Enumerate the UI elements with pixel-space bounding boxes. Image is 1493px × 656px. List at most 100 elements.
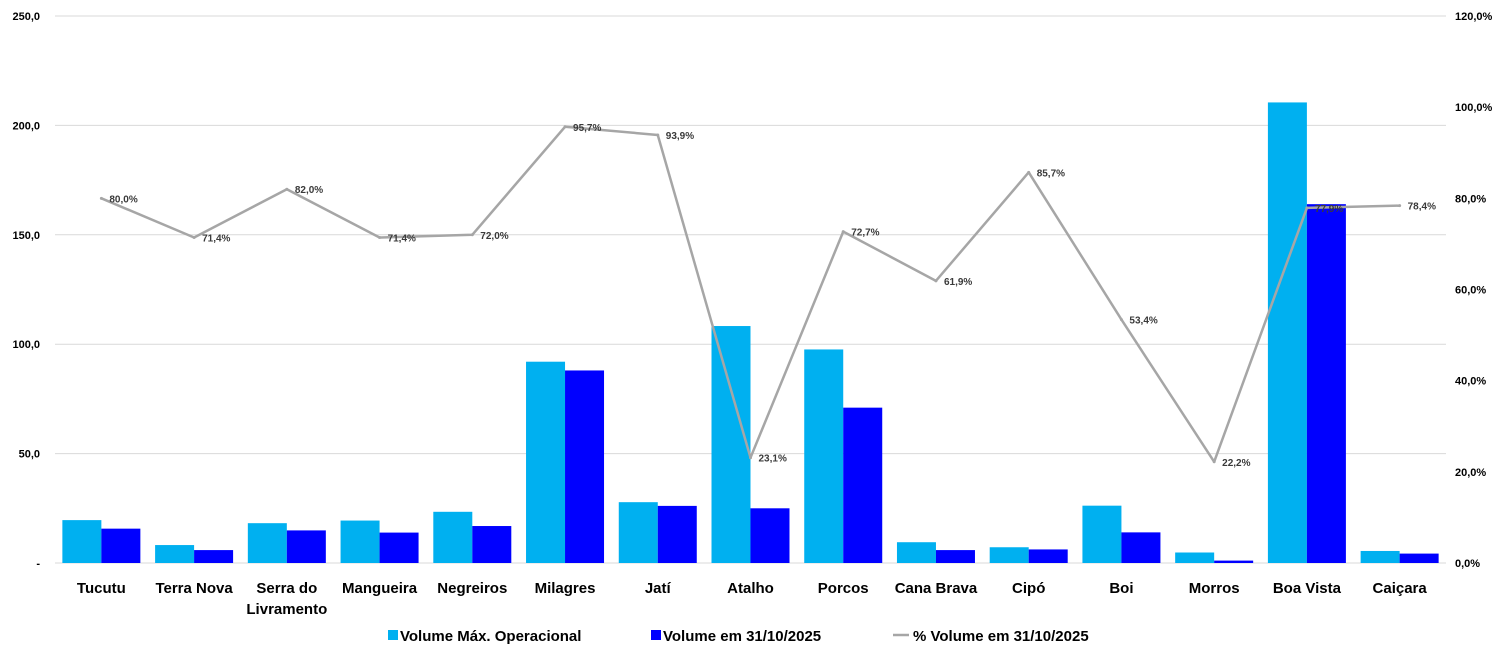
percent-data-label: 77,9% bbox=[1315, 204, 1343, 215]
bar-max-volume bbox=[1267, 102, 1307, 564]
percent-data-label: 82,0% bbox=[295, 185, 323, 196]
percent-data-label: 22,2% bbox=[1222, 458, 1250, 469]
category-label: Milagres bbox=[535, 580, 596, 597]
bar-max-volume bbox=[1082, 505, 1122, 563]
bar-current-volume bbox=[286, 530, 326, 563]
bar-max-volume bbox=[155, 545, 195, 563]
legend-label: Volume Máx. Operacional bbox=[400, 628, 581, 645]
percent-data-label: 95,7% bbox=[573, 123, 601, 134]
category-label: Terra Nova bbox=[155, 580, 233, 597]
category-label: Boi bbox=[1109, 580, 1133, 597]
right-tick-label: 40,0% bbox=[1455, 376, 1486, 388]
percent-point bbox=[841, 230, 845, 234]
left-axis: - 50,0 100,0 150,0 200,0 250,0 bbox=[12, 11, 40, 570]
legend: Volume Máx. Operacional Volume em 31/10/2… bbox=[388, 628, 1089, 645]
bar-max-volume bbox=[247, 523, 287, 563]
legend-label: % Volume em 31/10/2025 bbox=[913, 628, 1089, 645]
bar-current-volume bbox=[565, 370, 605, 563]
category-label: Caiçara bbox=[1373, 580, 1428, 597]
left-tick-label: 100,0 bbox=[12, 339, 40, 351]
percent-data-label: 61,9% bbox=[944, 277, 972, 288]
category-label: Atalho bbox=[727, 580, 774, 597]
bar-max-volume bbox=[526, 361, 566, 563]
bar-current-volume bbox=[194, 550, 234, 563]
percent-point bbox=[1119, 318, 1123, 322]
bar-max-volume bbox=[62, 520, 102, 563]
percent-point bbox=[749, 456, 752, 460]
percent-data-label: 93,9% bbox=[666, 131, 694, 142]
left-tick-label: 200,0 bbox=[12, 120, 40, 132]
percent-point bbox=[934, 279, 938, 283]
right-tick-label: 20,0% bbox=[1455, 467, 1486, 479]
bar-current-volume bbox=[379, 532, 419, 563]
bar-current-volume bbox=[101, 528, 141, 563]
right-tick-label: 80,0% bbox=[1455, 193, 1486, 205]
right-tick-label: 0,0% bbox=[1455, 558, 1480, 570]
legend-label: Volume em 31/10/2025 bbox=[663, 628, 821, 645]
percent-point bbox=[1212, 460, 1216, 464]
bar-current-volume bbox=[1399, 553, 1439, 563]
category-label: Porcos bbox=[818, 580, 869, 597]
percent-data-label: 78,4% bbox=[1408, 202, 1436, 213]
left-tick-label: 250,0 bbox=[12, 11, 40, 23]
percent-data-label: 72,7% bbox=[851, 228, 879, 239]
percent-point bbox=[378, 236, 382, 240]
bar-max-volume bbox=[804, 349, 844, 563]
left-tick-label: 50,0 bbox=[19, 449, 40, 461]
bar-max-volume bbox=[433, 511, 473, 563]
percent-data-label: 80,0% bbox=[109, 194, 137, 205]
right-axis: 0,0% 20,0% 40,0% 60,0% 80,0% 100,0% 120,0% bbox=[1455, 11, 1493, 570]
category-label: Boa Vista bbox=[1273, 580, 1342, 597]
bar-current-volume bbox=[935, 550, 975, 563]
bar-max-volume bbox=[618, 502, 658, 563]
percent-point bbox=[1305, 206, 1309, 210]
category-label: Tucutu bbox=[77, 580, 126, 597]
left-tick-label: - bbox=[36, 558, 40, 570]
bar-max-volume bbox=[896, 542, 936, 563]
bar-current-volume bbox=[843, 407, 883, 563]
percent-point bbox=[285, 187, 289, 191]
category-label: Morros bbox=[1189, 580, 1240, 597]
right-tick-label: 100,0% bbox=[1455, 102, 1493, 114]
percent-data-label: 71,4% bbox=[202, 234, 230, 245]
percent-data-label: 23,1% bbox=[759, 454, 787, 465]
bar-current-volume bbox=[657, 505, 697, 563]
category-label: Livramento bbox=[246, 601, 327, 618]
percent-point bbox=[1398, 204, 1402, 208]
bar-current-volume bbox=[1028, 549, 1068, 563]
percent-point bbox=[192, 236, 196, 240]
percent-data-label: 71,4% bbox=[388, 234, 416, 245]
percent-point bbox=[563, 125, 567, 129]
legend-swatch-max-volume bbox=[388, 630, 398, 640]
bar-max-volume bbox=[711, 326, 751, 563]
bar-max-volume bbox=[340, 520, 380, 563]
bar-current-volume bbox=[1306, 204, 1346, 563]
percent-data-label: 85,7% bbox=[1037, 168, 1065, 179]
category-label: Mangueira bbox=[342, 580, 418, 597]
bar-current-volume bbox=[1121, 532, 1161, 563]
right-tick-label: 120,0% bbox=[1455, 11, 1493, 23]
right-tick-label: 60,0% bbox=[1455, 285, 1486, 297]
bar-max-volume bbox=[1175, 552, 1215, 563]
percent-point bbox=[656, 133, 660, 137]
left-tick-label: 150,0 bbox=[12, 230, 40, 242]
category-label: Jatí bbox=[645, 580, 672, 597]
category-label: Negreiros bbox=[437, 580, 507, 597]
category-label: Cipó bbox=[1012, 580, 1045, 597]
bar-current-volume bbox=[1214, 560, 1254, 563]
bar-max-volume bbox=[1360, 550, 1400, 563]
bar-current-volume bbox=[472, 526, 512, 563]
bars bbox=[62, 102, 1439, 564]
percent-line-layer: 80,0% 71,4% 82,0% 71,4% 72,0% 95,7% 93,9% 23,1%… bbox=[99, 123, 1436, 469]
percent-point bbox=[470, 233, 474, 237]
percent-data-label: 53,4% bbox=[1129, 316, 1157, 327]
category-label: Serra do bbox=[256, 580, 317, 597]
legend-swatch-current-volume bbox=[651, 630, 661, 640]
bar-max-volume bbox=[989, 547, 1029, 563]
category-label: Cana Brava bbox=[895, 580, 978, 597]
percent-point bbox=[99, 196, 103, 200]
percent-point bbox=[1027, 170, 1031, 174]
bar-current-volume bbox=[750, 508, 790, 563]
